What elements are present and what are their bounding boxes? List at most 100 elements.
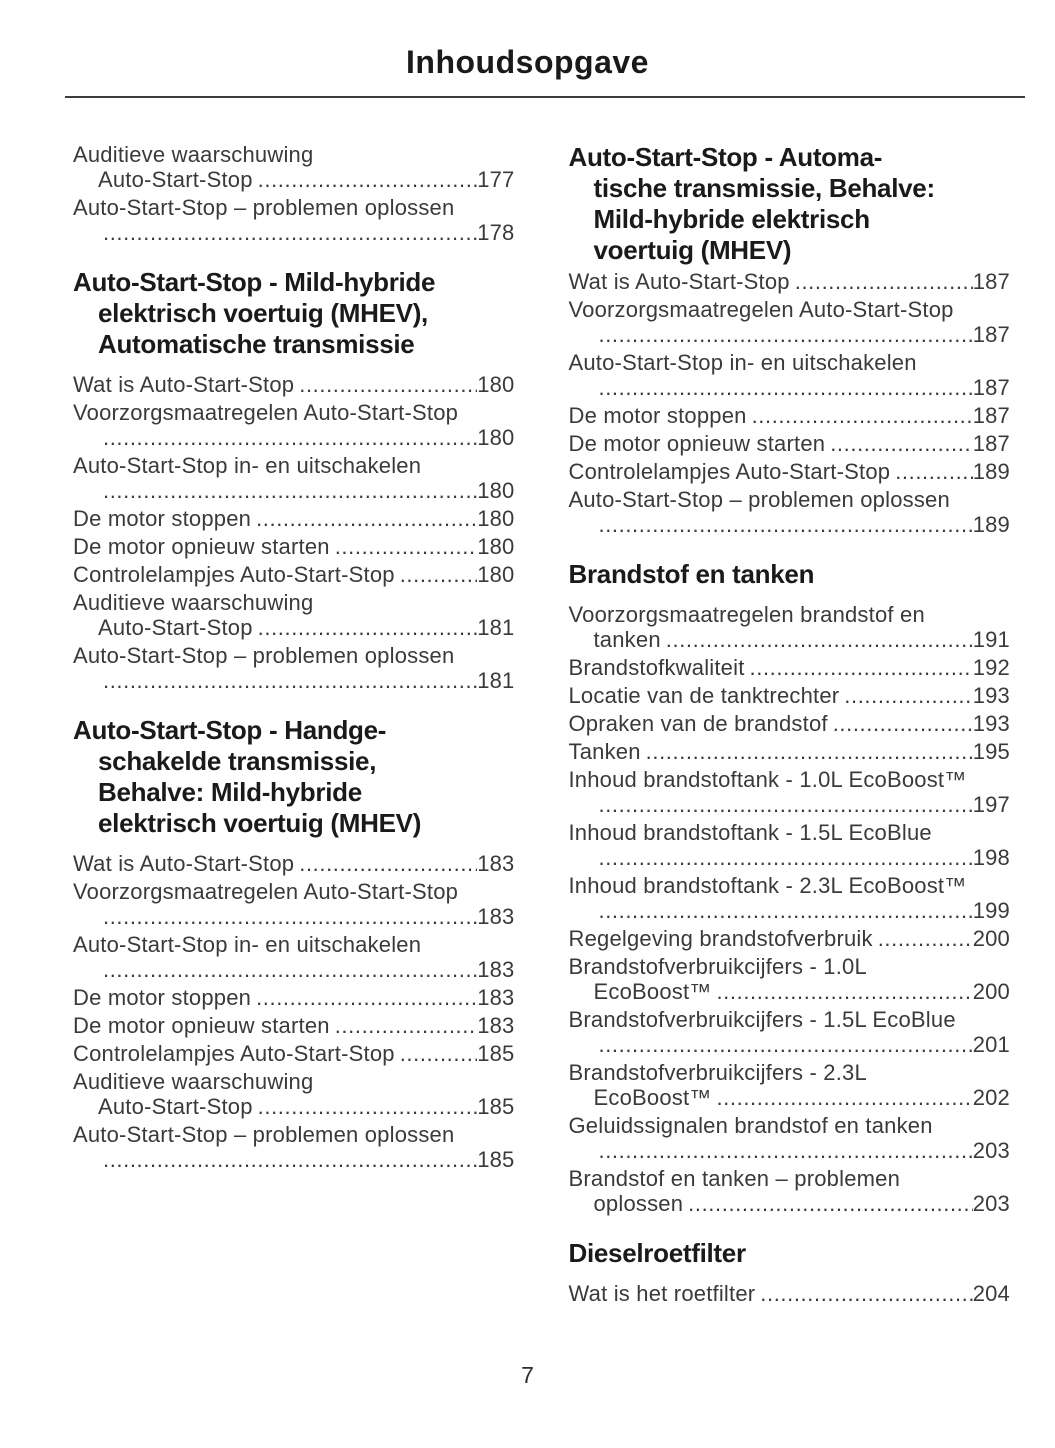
toc-entry: Auditieve waarschuwing Auto-Start-Stop...… [73,590,515,640]
entry-page-number: 183 [477,904,515,929]
toc-entry: Brandstofverbruikcijfers - 1.5L EcoBlue.… [569,1007,1011,1057]
entry-title: Inhoud brandstoftank - 1.5L EcoBlue [568,820,932,845]
section-heading: Brandstof en tanken [569,559,1011,590]
entry-line: Brandstofverbruikcijfers - 1.0L [569,954,1011,979]
entry-page-number: 185 [477,1094,515,1119]
entry-title: De motor opnieuw starten [568,431,826,456]
leader-dots: ........................................… [257,615,478,640]
entry-title: Wat is Auto-Start-Stop [73,372,295,397]
entry-line: De motor stoppen........................… [73,506,515,531]
leader-dots: ........................................… [598,375,973,400]
entry-title: Regelgeving brandstofverbruik [568,926,873,951]
entry-page-number: 189 [972,459,1010,484]
entry-title: Controlelampjes Auto-Start-Stop [73,562,395,587]
entry-line: EcoBoost™...............................… [569,1085,1011,1110]
entry-title: Brandstofkwaliteit [568,655,745,680]
entry-line: Opraken van de brandstof................… [569,711,1011,736]
leader-dots: ........................................… [299,372,477,397]
entry-title: Voorzorgsmaatregelen Auto-Start-Stop [73,879,459,904]
entry-page-number: 183 [477,851,515,876]
leader-dots: ........................................… [751,403,973,428]
toc-entry: Brandstofverbruikcijfers - 1.0L EcoBoost™… [569,954,1011,1004]
section-heading: Auto-Start-Stop - Handge-schakelde trans… [73,715,515,839]
entry-line: ........................................… [569,375,1011,400]
section-heading-line: elektrisch voertuig (MHEV) [98,808,422,838]
leader-dots: ........................................… [399,1041,478,1066]
leader-dots: ........................................… [598,1032,973,1057]
entry-page-number: 185 [477,1041,515,1066]
section-heading-line: Brandstof en tanken [568,559,815,589]
entry-page-number: 181 [477,668,515,693]
toc-entry: Regelgeving brandstofverbruik...........… [569,926,1011,951]
section-heading: Dieselroetfilter [569,1238,1011,1269]
entry-title: De motor opnieuw starten [73,1013,330,1038]
entry-title: EcoBoost™ [593,1085,712,1110]
entry-title: Auditieve waarschuwing [73,142,314,167]
leader-dots: ........................................… [895,459,973,484]
entry-line: Controlelampjes Auto-Start-Stop.........… [73,1041,515,1066]
toc-section: Auto-Start-Stop - Handge-schakelde trans… [73,715,515,1172]
leader-dots: ........................................… [832,711,973,736]
entry-line: ........................................… [569,322,1011,347]
entry-line: Auto-Start-Stop.........................… [73,167,515,192]
entry-title: Wat is Auto-Start-Stop [73,851,295,876]
toc-section: Dieselroetfilter Wat is het roetfilter...… [569,1238,1011,1306]
leader-dots: ........................................… [103,220,478,245]
entry-title: Auto-Start-Stop – problemen oplossen [568,487,950,512]
leader-dots: ........................................… [103,957,478,982]
entry-page-number: 193 [972,683,1010,708]
entry-line: De motor opnieuw starten................… [73,1013,515,1038]
toc-entry: Wat is Auto-Start-Stop..................… [569,269,1011,294]
toc-entry: Controlelampjes Auto-Start-Stop.........… [569,459,1011,484]
leader-dots: ........................................… [794,269,973,294]
entry-title: Auto-Start-Stop [98,615,253,640]
entry-title: Auto-Start-Stop – problemen oplossen [73,643,455,668]
entry-title: Auto-Start-Stop – problemen oplossen [73,195,455,220]
toc-entry: Inhoud brandstoftank - 1.5L EcoBlue.....… [569,820,1011,870]
toc-entry: Locatie van de tanktrechter.............… [569,683,1011,708]
entry-page-number: 199 [972,898,1010,923]
section-heading-line: voertuig (MHEV) [593,235,792,265]
section-heading: Auto-Start-Stop - Automa-tische transmis… [569,142,1011,266]
entry-line: Regelgeving brandstofverbruik...........… [569,926,1011,951]
entry-line: ........................................… [569,512,1011,537]
entry-line: Voorzorgsmaatregelen brandstof en [569,602,1011,627]
entry-page-number: 201 [972,1032,1010,1057]
entry-line: Tanken..................................… [569,739,1011,764]
entry-line: oplossen................................… [569,1191,1011,1216]
toc-entry: Voorzorgsmaatregelen brandstof en tanken.… [569,602,1011,652]
leader-dots: ........................................… [256,506,478,531]
entry-line: Inhoud brandstoftank - 1.0L EcoBoost™ [569,767,1011,792]
entry-title: De motor stoppen [73,985,252,1010]
toc-entry: Auditieve waarschuwing Auto-Start-Stop...… [73,1069,515,1119]
leader-dots: ........................................… [665,627,973,652]
toc-entry: De motor stoppen........................… [73,506,515,531]
leader-dots: ........................................… [257,167,478,192]
entry-page-number: 187 [972,375,1010,400]
entry-line: Brandstofverbruikcijfers - 1.5L EcoBlue [569,1007,1011,1032]
entry-line: Brandstofkwaliteit......................… [569,655,1011,680]
toc-entry: Auto-Start-Stop – problemen oplossen....… [73,1122,515,1172]
toc-entry: Inhoud brandstoftank - 1.0L EcoBoost™...… [569,767,1011,817]
toc-column-left: Auditieve waarschuwing Auto-Start-Stop...… [73,142,515,1309]
entry-title: tanken [593,627,661,652]
entry-page-number: 200 [972,979,1010,1004]
entry-title: Brandstof en tanken – problemen [568,1166,901,1191]
entry-line: ........................................… [569,1138,1011,1163]
entry-title: De motor stoppen [73,506,252,531]
entry-page-number: 183 [477,957,515,982]
entry-line: Auto-Start-Stop in- en uitschakelen [73,932,515,957]
leader-dots: ........................................… [256,985,478,1010]
toc-entry: De motor opnieuw starten................… [73,534,515,559]
entry-title: Auto-Start-Stop [98,167,253,192]
entry-page-number: 189 [972,512,1010,537]
toc-entry: Wat is het roetfilter...................… [569,1281,1011,1306]
entry-line: ........................................… [569,898,1011,923]
toc-entry: De motor opnieuw starten................… [73,1013,515,1038]
entry-title: oplossen [593,1191,684,1216]
section-heading-line: Auto-Start-Stop - Handge- [73,715,387,745]
entry-title: Inhoud brandstoftank - 1.0L EcoBoost™ [568,767,967,792]
entry-line: Wat is Auto-Start-Stop..................… [569,269,1011,294]
entry-page-number: 200 [972,926,1010,951]
